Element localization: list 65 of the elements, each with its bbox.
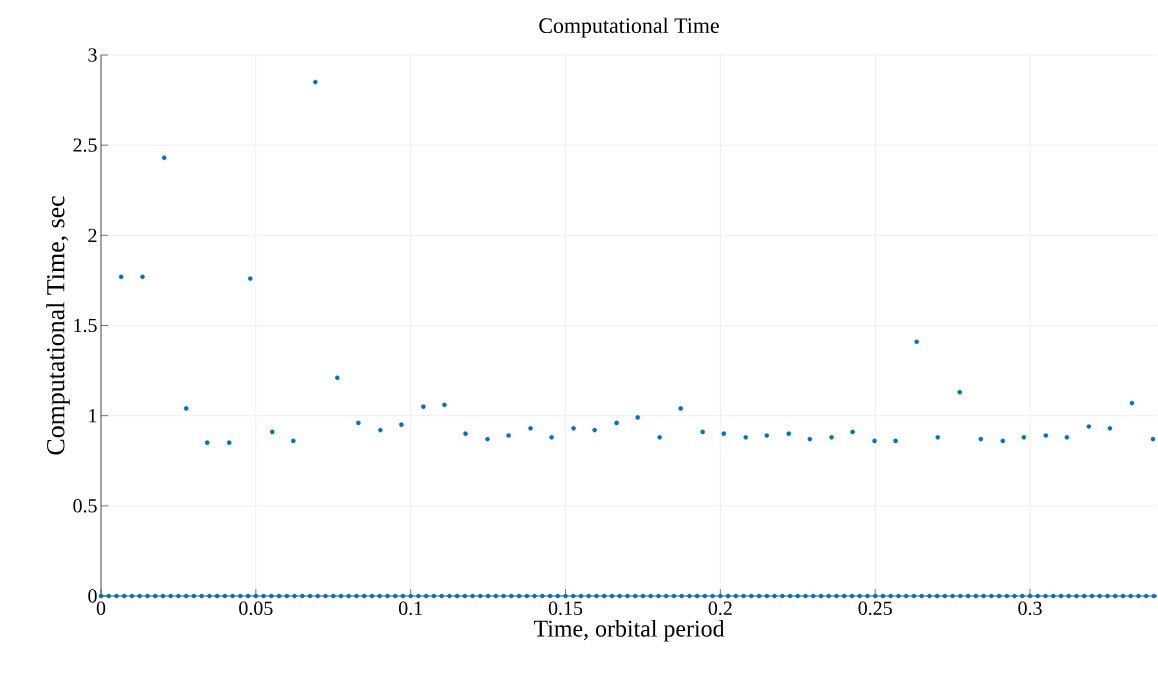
point — [1107, 425, 1113, 431]
point — [356, 420, 361, 426]
point — [1129, 400, 1135, 406]
y-tick-label: 1.5 — [74, 318, 97, 333]
point — [872, 438, 877, 444]
point — [935, 435, 941, 440]
point — [463, 431, 468, 436]
x-tick-label: 0.25 — [858, 601, 892, 616]
point — [978, 436, 984, 442]
point — [1064, 435, 1070, 440]
chart-title: Computational Time — [539, 17, 719, 38]
point — [829, 435, 834, 440]
point — [247, 276, 253, 281]
point — [743, 435, 749, 440]
x-axis-title: Time, orbital period — [533, 619, 725, 642]
point — [140, 274, 145, 280]
point — [721, 431, 727, 436]
point — [528, 425, 533, 431]
y-tick-label: 0 — [88, 589, 97, 603]
y-tick-label: 2.5 — [73, 138, 97, 152]
point — [291, 438, 296, 444]
point — [1000, 438, 1006, 444]
x-tick-label: 0.3 — [1018, 601, 1042, 616]
point — [204, 440, 210, 446]
point — [334, 375, 340, 381]
point — [226, 440, 232, 446]
point — [957, 389, 963, 395]
point — [506, 433, 511, 438]
point — [807, 436, 813, 442]
point — [678, 406, 684, 411]
y-tick-label: 1 — [89, 409, 97, 423]
x-tick-label: 0.15 — [548, 601, 583, 616]
point — [657, 435, 662, 440]
x-tick-label: 0.1 — [398, 601, 422, 616]
point — [850, 429, 855, 435]
x-tick-label: 0.05 — [239, 601, 273, 616]
y-tick-label: 3 — [88, 48, 97, 62]
point — [442, 402, 447, 408]
point — [764, 433, 770, 438]
point — [399, 422, 404, 427]
point — [635, 415, 640, 420]
point — [1043, 433, 1049, 438]
point — [118, 274, 124, 280]
point — [786, 431, 792, 436]
x-tick-label: 0.2 — [708, 601, 732, 616]
point — [592, 427, 597, 433]
point — [161, 155, 167, 161]
point — [183, 406, 189, 411]
point — [571, 425, 576, 431]
point — [485, 436, 490, 442]
point — [1150, 436, 1156, 442]
point — [421, 404, 426, 409]
y-tick-label: 0.5 — [73, 499, 97, 513]
point — [914, 339, 919, 345]
point — [893, 438, 898, 444]
point — [269, 429, 275, 435]
point — [313, 79, 318, 85]
point — [1021, 435, 1027, 440]
y-tick-label: 2 — [88, 228, 97, 242]
y-axis-title: Computational Time, sec — [46, 196, 70, 455]
point — [614, 420, 619, 426]
point — [378, 427, 383, 433]
point — [700, 429, 706, 435]
point — [1086, 424, 1092, 429]
point — [549, 435, 554, 440]
